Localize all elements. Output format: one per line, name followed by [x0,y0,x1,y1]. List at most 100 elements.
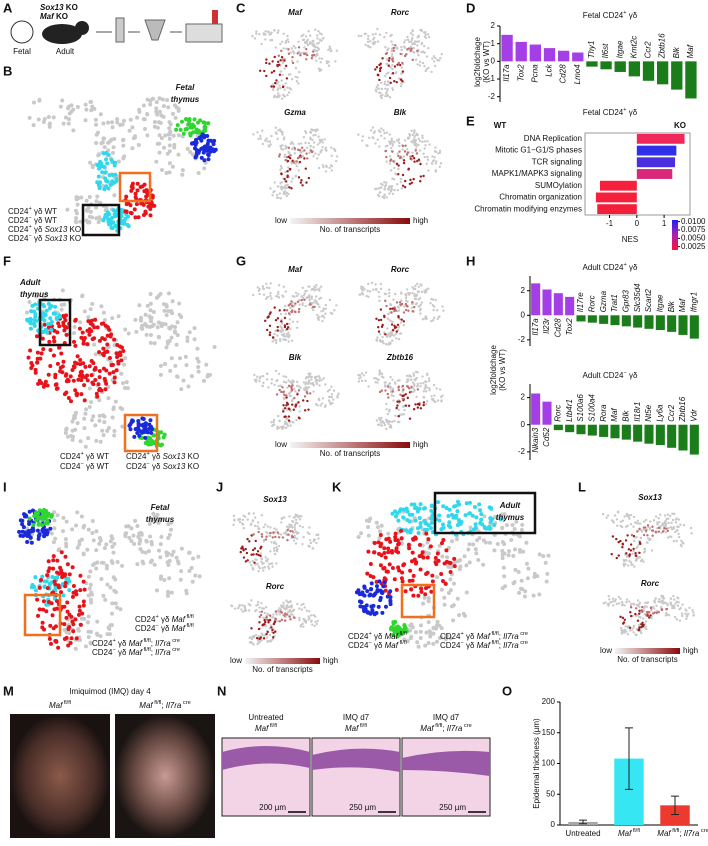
cell-dot [64,544,69,549]
cell-dot [158,517,163,522]
cell-dot [52,526,57,531]
panel-letter: D [466,0,475,15]
cell-dot [181,131,186,136]
cell-dot [30,526,35,531]
text-part: CD24 [92,648,113,657]
cell-dot [273,29,276,32]
cell-dot [427,629,432,634]
category-label: Maf [686,44,695,58]
cell-dot [61,515,66,520]
cell-dot [304,385,308,389]
cell-dot [265,74,268,78]
cell-dot [95,180,100,185]
cell-dot [32,321,37,326]
schematic [10,10,223,44]
cell-dot [32,584,37,589]
cell-dot [316,37,319,40]
cell-dot [309,392,312,395]
text-part: + [623,107,626,113]
cell-dot [425,386,429,389]
bar [586,61,598,67]
cell-dot [279,145,283,149]
cell-dot [259,636,263,639]
cell-dot [426,372,429,375]
cell-dot [91,361,96,366]
cell-dot [74,220,79,225]
cell-dot [83,118,88,123]
cell-dot [389,66,392,69]
cell-dot [113,577,118,582]
cell-dot [401,563,406,568]
cell-dot [337,392,340,395]
cell-dot [386,94,390,97]
cell-dot [385,408,388,411]
cell-dot [426,596,431,601]
cell-dot [423,147,426,150]
cell-dot [311,54,314,57]
cell-dot [259,554,262,558]
cell-dot [137,109,142,114]
cell-dot [284,180,288,183]
highlight-box [400,583,436,619]
cell-dot [90,337,95,342]
cell-dot [655,604,658,607]
cell-dot [280,611,283,614]
cell-dot [411,301,414,304]
cell-dot [93,352,98,357]
cell-dot [644,601,647,605]
cell-dot [419,586,424,591]
cell-dot [620,525,624,529]
bar [572,52,584,62]
cell-dot [56,548,61,553]
cell-dot [402,45,406,48]
cell-dot [397,173,400,176]
cell-dot [678,535,681,539]
text-part: fl/fl [398,631,407,637]
panel-letter: I [3,479,7,494]
bar [597,204,637,215]
cell-dot [293,536,297,540]
text-part: Maf [477,632,491,641]
cell-dot [292,516,295,519]
cell-dot [64,519,69,524]
cell-dot [611,535,615,538]
cell-dot [405,288,409,291]
cell-dot [429,508,434,513]
cell-dot [265,61,268,65]
cell-dot [264,556,267,559]
bar [557,50,570,62]
cell-dot [91,414,96,419]
cell-dot [258,377,261,380]
cell-dot [99,388,104,393]
y-axis-label: (KO vs WT) [498,349,507,391]
cell-dot [74,197,79,202]
cell-dot [104,184,109,189]
text-part: CD24 [92,639,113,648]
cell-dot [386,88,389,91]
cell-dot [412,374,416,377]
bar [671,61,683,90]
cell-dot [277,296,281,299]
cell-dot [80,293,85,298]
cell-dot [280,390,283,394]
text-part: γδ WT [32,207,57,216]
cell-dot [300,146,304,149]
cell-dot [437,513,442,518]
cell-dot [187,568,192,573]
cell-dot [52,518,57,523]
cell-dot [292,616,296,619]
cell-dot [447,507,452,512]
cell-dot [22,514,27,519]
cell-dot [145,97,150,102]
cell-dot [282,391,285,394]
cell-dot [391,390,394,393]
cell-dot [110,120,115,125]
cell-dot [277,284,281,287]
cell-dot [388,57,391,60]
panel-letter: F [3,253,11,268]
cell-dot [302,381,306,384]
cell-dot [265,378,269,381]
cell-dot [399,52,402,56]
cell-dot [298,307,301,311]
cell-dot [176,106,181,111]
